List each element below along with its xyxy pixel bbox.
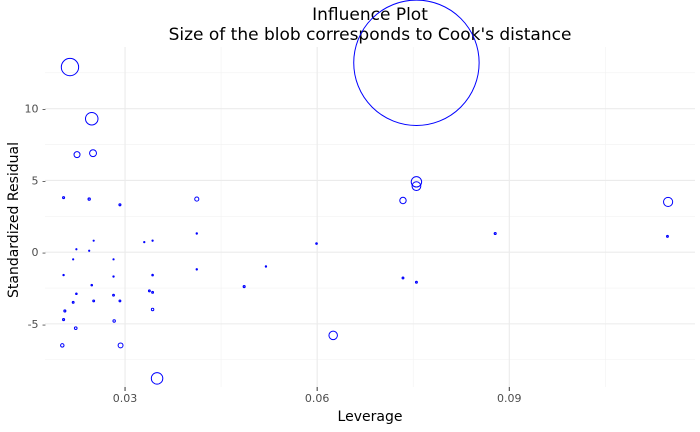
data-point — [493, 231, 497, 236]
data-point — [150, 307, 155, 312]
y-tick-label: 5 - — [32, 174, 46, 187]
x-tick-label: 0.06 — [305, 392, 330, 405]
x-axis-label: Leverage — [338, 409, 403, 425]
y-axis-label: Standardized Residual — [6, 142, 22, 298]
y-axis: 10 - 5 - 0 - -5 - — [25, 103, 46, 331]
data-points — [60, 0, 674, 385]
data-point — [73, 151, 81, 159]
data-point — [414, 280, 418, 284]
data-point — [118, 299, 122, 303]
data-point — [399, 196, 407, 205]
data-point — [62, 318, 66, 322]
data-point — [117, 342, 124, 349]
data-point — [62, 196, 66, 200]
x-tick-label: 0.03 — [113, 392, 138, 405]
data-point — [328, 330, 338, 341]
data-point — [112, 275, 115, 278]
chart-title: Influence Plot — [312, 5, 428, 25]
plot-panel — [45, 0, 695, 387]
data-point — [401, 276, 405, 280]
data-point — [84, 111, 99, 126]
data-point — [75, 248, 78, 251]
y-tick-label: 0 - — [32, 246, 46, 259]
data-point — [151, 273, 154, 277]
data-point — [60, 57, 80, 77]
data-point — [411, 181, 422, 192]
data-point — [410, 176, 423, 188]
grid-lines — [45, 47, 695, 387]
data-point — [353, 0, 480, 126]
y-tick-label: 10 - — [25, 103, 46, 116]
data-point — [89, 149, 97, 158]
data-point — [118, 203, 122, 207]
data-point — [63, 309, 67, 313]
data-point — [143, 240, 146, 244]
x-axis: 0.03 0.06 0.09 — [113, 387, 522, 405]
data-point — [194, 196, 200, 202]
data-point — [242, 285, 246, 289]
data-point — [73, 326, 78, 331]
data-point — [112, 293, 115, 297]
data-point — [147, 289, 151, 293]
x-tick-label: 0.09 — [497, 392, 522, 405]
data-point — [666, 234, 669, 238]
data-point — [112, 258, 115, 261]
data-point — [88, 249, 91, 252]
chart-subtitle: Size of the blob corresponds to Cook's d… — [169, 25, 572, 45]
data-point — [92, 239, 95, 242]
data-point — [150, 372, 164, 385]
data-point — [60, 343, 65, 348]
data-point — [112, 319, 116, 323]
data-point — [72, 258, 75, 261]
data-point — [151, 290, 155, 294]
data-point — [151, 239, 154, 242]
data-point — [71, 300, 75, 304]
data-point — [90, 283, 94, 287]
data-point — [87, 197, 91, 201]
data-point — [62, 273, 65, 277]
data-point — [315, 242, 318, 245]
data-point — [92, 299, 96, 303]
data-point — [195, 268, 198, 271]
y-tick-label: -5 - — [28, 318, 46, 331]
data-point — [75, 292, 78, 296]
data-point — [195, 232, 198, 235]
data-point — [264, 265, 268, 268]
data-point — [663, 196, 674, 208]
